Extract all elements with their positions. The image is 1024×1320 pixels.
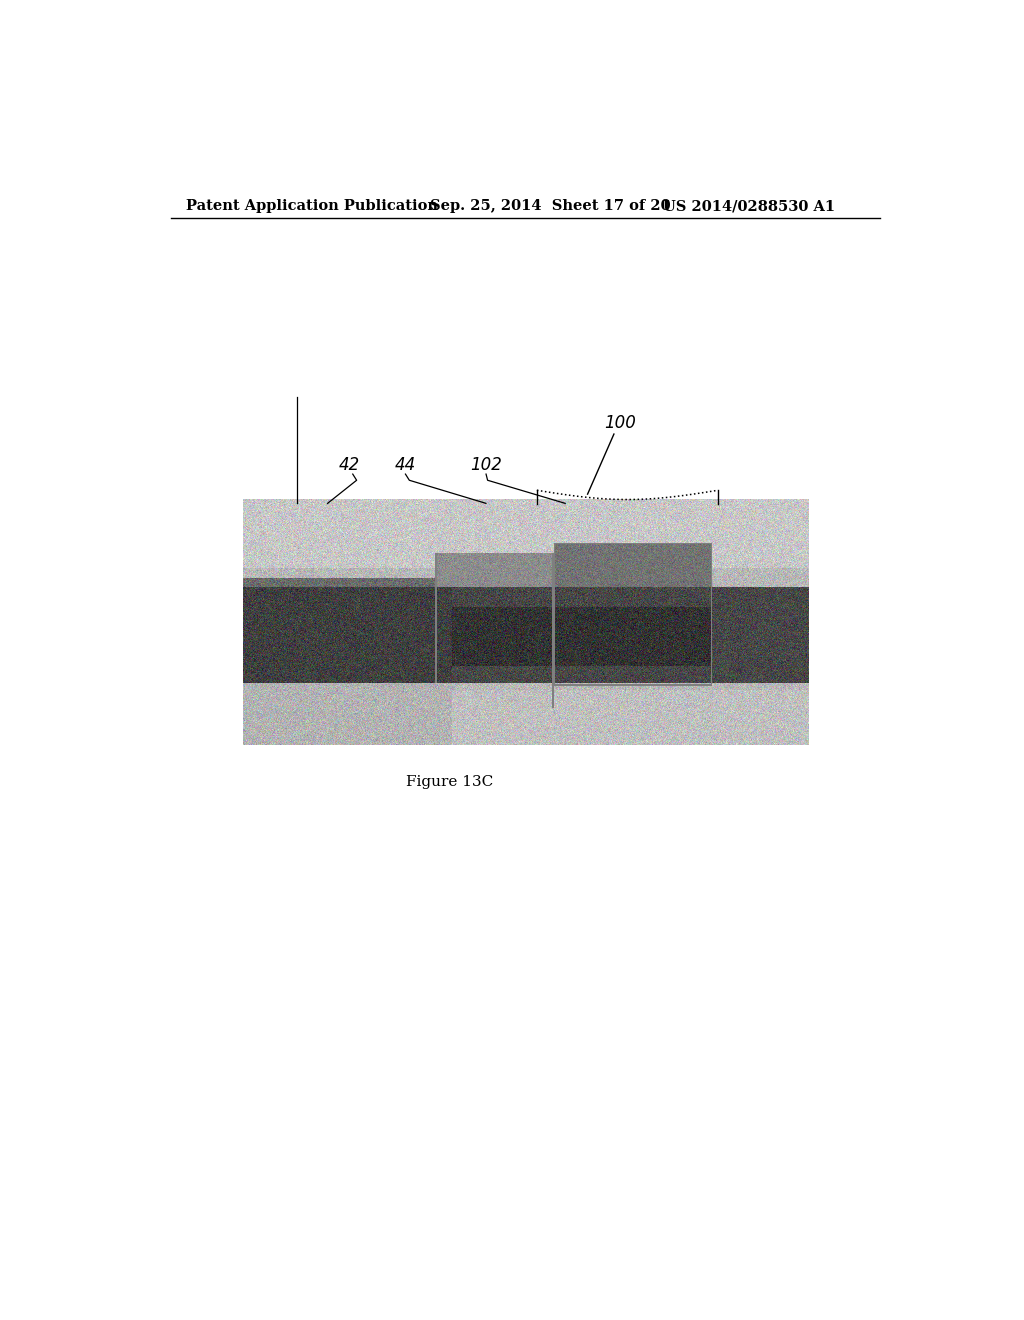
Text: Patent Application Publication: Patent Application Publication	[186, 199, 438, 213]
Text: 42: 42	[338, 455, 359, 474]
Text: Figure 13C: Figure 13C	[406, 775, 494, 789]
Text: US 2014/0288530 A1: US 2014/0288530 A1	[663, 199, 835, 213]
Text: 100: 100	[604, 414, 636, 432]
Text: Sep. 25, 2014  Sheet 17 of 20: Sep. 25, 2014 Sheet 17 of 20	[430, 199, 671, 213]
Text: 102: 102	[470, 455, 502, 474]
Text: 44: 44	[395, 455, 416, 474]
